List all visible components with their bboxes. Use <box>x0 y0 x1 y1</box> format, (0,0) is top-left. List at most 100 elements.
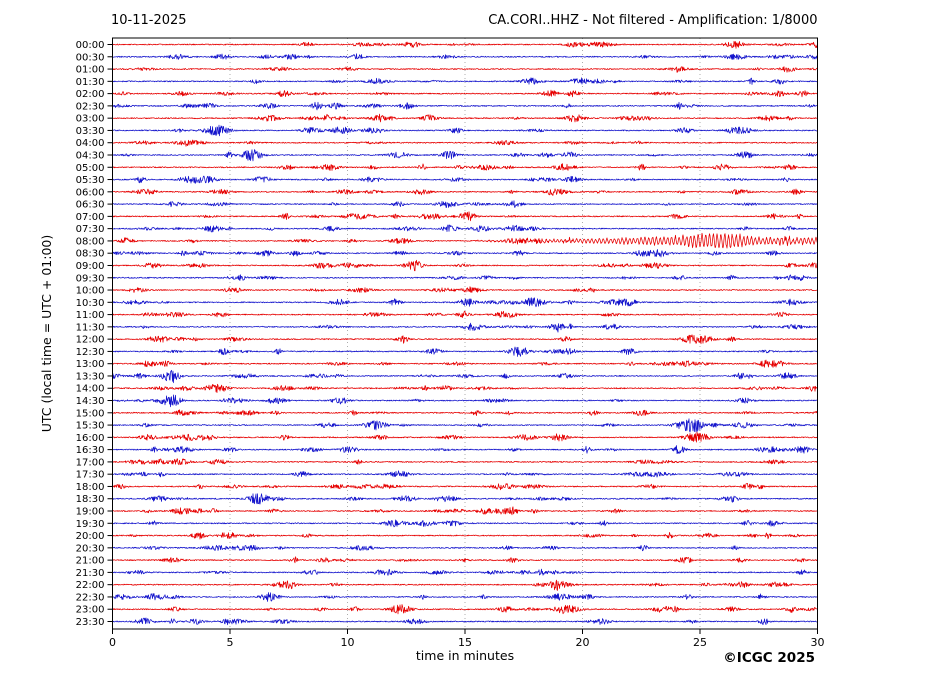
minute-tick-label: 10 <box>341 636 355 649</box>
row-label: 19:30 <box>76 519 105 530</box>
row-label: 16:00 <box>76 433 105 444</box>
trace-row <box>112 175 818 184</box>
row-label: 12:30 <box>76 347 105 358</box>
station-title: CA.CORI..HHZ - Not filtered - Amplificat… <box>488 13 817 28</box>
trace-row <box>112 383 818 393</box>
trace-row <box>112 394 818 408</box>
trace-row <box>112 322 818 333</box>
copyright-label: ©ICGC 2025 <box>723 650 815 666</box>
row-label: 06:30 <box>76 200 105 211</box>
row-label: 09:30 <box>76 273 105 284</box>
row-label: 23:30 <box>76 617 105 628</box>
trace-row <box>112 310 818 319</box>
row-label: 17:30 <box>76 470 105 481</box>
row-label: 06:00 <box>76 187 105 198</box>
trace-row <box>112 89 818 98</box>
minute-tick-label: 5 <box>227 636 234 649</box>
trace-row <box>112 359 818 368</box>
row-label: 13:30 <box>76 372 105 383</box>
trace-row <box>112 592 818 602</box>
row-label: 07:30 <box>76 224 105 235</box>
date-title: 10-11-2025 <box>111 13 187 28</box>
row-label: 18:00 <box>76 482 105 493</box>
trace-row <box>112 101 818 111</box>
trace-row <box>112 418 818 433</box>
trace-row <box>112 211 818 222</box>
trace-row <box>112 149 818 162</box>
trace-row <box>112 40 818 49</box>
row-label: 08:00 <box>76 236 105 247</box>
grid-lines <box>229 38 701 629</box>
trace-row <box>112 493 818 505</box>
trace-row <box>112 259 818 272</box>
trace-row <box>112 470 818 478</box>
row-label: 23:00 <box>76 605 105 616</box>
trace-row <box>112 163 818 171</box>
row-label: 02:00 <box>76 89 105 100</box>
row-label: 12:00 <box>76 335 105 346</box>
trace-row <box>112 604 818 615</box>
x-axis-label: time in minutes <box>416 648 514 663</box>
minute-tick-label: 30 <box>811 636 825 649</box>
trace-row <box>112 409 818 416</box>
row-ticks <box>107 44 113 622</box>
row-label: 05:30 <box>76 175 105 186</box>
row-label: 00:00 <box>76 40 105 51</box>
trace-row <box>112 483 818 491</box>
minute-ticks <box>112 629 818 634</box>
row-label: 09:00 <box>76 261 105 272</box>
trace-row <box>112 286 818 293</box>
trace-row <box>112 139 818 147</box>
row-label: 08:30 <box>76 249 105 260</box>
trace-row <box>112 200 818 208</box>
trace-row <box>112 346 818 357</box>
trace-row <box>112 369 818 384</box>
trace-row <box>112 124 818 137</box>
trace-row <box>112 544 818 552</box>
row-label: 22:30 <box>76 592 105 603</box>
row-label: 11:30 <box>76 322 105 333</box>
trace-row-event <box>112 232 818 249</box>
row-label: 05:00 <box>76 163 105 174</box>
row-label: 21:30 <box>76 568 105 579</box>
row-label: 13:00 <box>76 359 105 370</box>
trace-row <box>112 532 818 540</box>
row-label: 14:30 <box>76 396 105 407</box>
row-label: 01:30 <box>76 77 105 88</box>
minute-tick-label: 15 <box>458 636 472 649</box>
trace-row <box>112 274 818 281</box>
row-label: 15:30 <box>76 421 105 432</box>
row-label: 17:00 <box>76 457 105 468</box>
minute-tick-label: 20 <box>576 636 590 649</box>
row-label: 10:00 <box>76 286 105 297</box>
trace-row <box>112 519 818 528</box>
row-label: 03:30 <box>76 126 105 137</box>
trace-row <box>112 445 818 454</box>
row-label: 20:00 <box>76 531 105 542</box>
trace-row <box>112 431 818 443</box>
minute-tick-labels: 0 5 10 15 20 25 30 <box>109 636 825 649</box>
row-label: 18:30 <box>76 494 105 505</box>
trace-row <box>112 53 818 60</box>
row-label: 03:00 <box>76 114 105 125</box>
trace-row <box>112 188 818 196</box>
trace-row <box>112 224 818 233</box>
trace-row <box>112 297 818 308</box>
trace-layer <box>112 40 818 626</box>
row-label: 04:30 <box>76 151 105 162</box>
row-label: 04:00 <box>76 138 105 149</box>
row-label: 10:30 <box>76 298 105 309</box>
row-label: 01:00 <box>76 65 105 76</box>
row-label: 19:00 <box>76 507 105 518</box>
trace-row <box>112 66 818 73</box>
row-label: 20:30 <box>76 543 105 554</box>
trace-row <box>112 579 818 591</box>
trace-row <box>112 77 818 85</box>
trace-row <box>112 506 818 516</box>
minute-tick-label: 0 <box>109 636 116 649</box>
row-label: 00:30 <box>76 52 105 63</box>
row-label: 15:00 <box>76 408 105 419</box>
